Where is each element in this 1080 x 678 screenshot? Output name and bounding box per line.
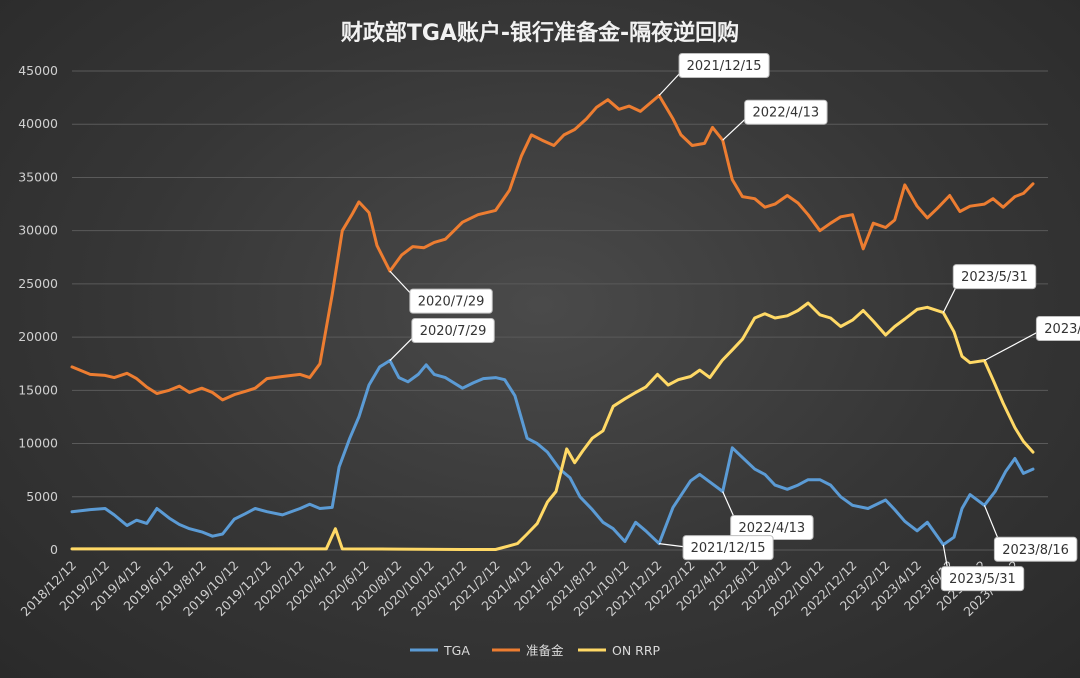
series-lines (70, 94, 1035, 551)
legend-item: TGA (410, 643, 470, 658)
y-tick-label: 45000 (18, 63, 58, 78)
y-tick-label: 25000 (18, 276, 58, 291)
callout-box (411, 318, 495, 344)
legend-item: ON RRP (578, 643, 661, 658)
date-callout: 2023/5/31 (940, 544, 1025, 592)
callout-label: 2023/8/16 (1002, 543, 1069, 558)
date-callout: 2023/5/31 (942, 264, 1037, 313)
callout-label: 2021/12/15 (687, 59, 762, 74)
y-tick-label: 15000 (18, 382, 58, 397)
callout-label: 2023/5/31 (949, 572, 1016, 587)
callout-label: 2020/7/29 (420, 324, 487, 339)
x-axis-ticks: 2018/12/122019/2/122019/4/122019/6/12201… (18, 558, 1022, 620)
legend-item: 准备金 (492, 643, 564, 658)
callout-box (744, 99, 828, 125)
legend-label: TGA (443, 643, 470, 658)
callout-box (952, 264, 1037, 290)
y-tick-label: 20000 (18, 329, 58, 344)
date-callouts: 2021/12/15 2022/4/13 2020/7/29 2023/5/31 202… (389, 52, 1080, 592)
chart-title: 财政部TGA账户-银行准备金-隔夜逆回购 (341, 20, 739, 46)
callout-box (1035, 316, 1080, 342)
date-callout: 2022/4/13 (722, 491, 814, 540)
legend-label: ON RRP (612, 643, 661, 658)
callout-box (678, 52, 770, 78)
legend: TGA 准备金 ON RRP (410, 643, 661, 658)
date-callout: 2021/12/15 (659, 535, 774, 561)
callout-label: 2022/4/13 (753, 106, 820, 121)
callout-box (682, 535, 774, 561)
callout-label: 2022/4/13 (739, 521, 806, 536)
date-callout: 2022/4/13 (722, 99, 828, 141)
legend-label: 准备金 (526, 643, 564, 658)
date-callout: 2023/8/16 (984, 316, 1080, 362)
series-line-2 (70, 301, 1035, 551)
callout-label: 2020/7/29 (418, 295, 485, 310)
date-callout: 2020/7/29 (389, 318, 495, 361)
callout-box (940, 566, 1025, 592)
callout-box (409, 288, 493, 314)
y-tick-label: 30000 (18, 223, 58, 238)
y-tick-label: 35000 (18, 169, 58, 184)
y-axis-ticks: 0 5000 10000 15000 20000 25000 30000 35000 40000… (18, 63, 58, 557)
date-callout: 2021/12/15 (658, 52, 770, 96)
callout-label: 2021/12/15 (691, 541, 766, 556)
callout-box (993, 536, 1078, 562)
date-callout: 2023/8/16 (983, 505, 1078, 562)
y-tick-label: 40000 (18, 116, 58, 131)
date-callout: 2020/7/29 (389, 270, 493, 314)
series-line-1 (70, 94, 1035, 402)
gridlines (72, 70, 1048, 551)
series-line-0 (70, 359, 1035, 547)
callout-leader (984, 327, 1045, 362)
y-tick-label: 0 (50, 542, 58, 557)
y-tick-label: 5000 (26, 489, 58, 504)
callout-label: 2023/5/31 (961, 270, 1028, 285)
callout-label: 2023/8/16 (1044, 322, 1080, 337)
y-tick-label: 10000 (18, 436, 58, 451)
